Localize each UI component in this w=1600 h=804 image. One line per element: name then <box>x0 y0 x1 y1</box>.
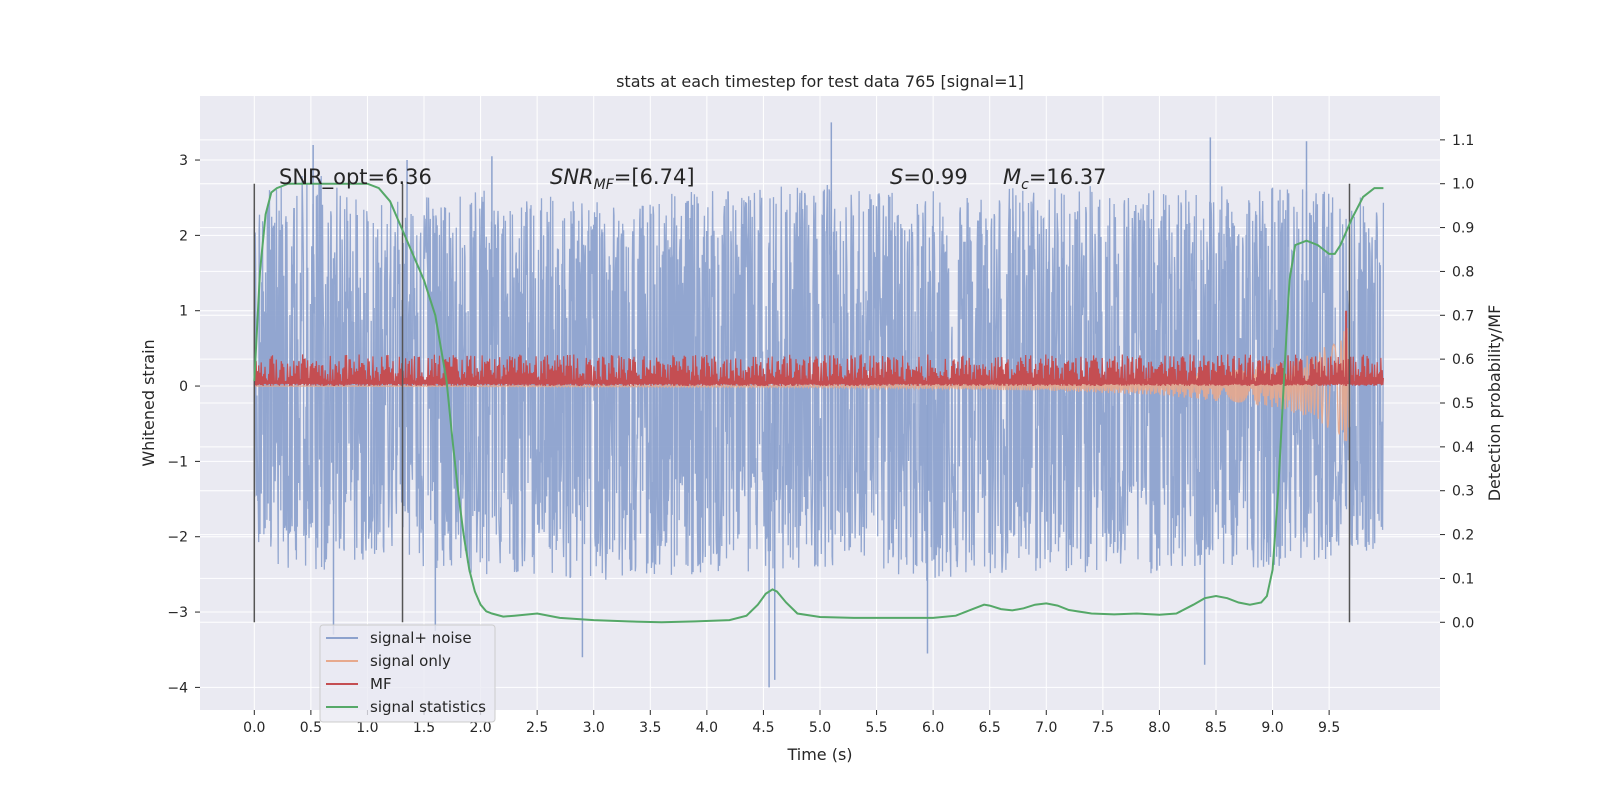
legend: signal+ noise signal only MF signal stat… <box>319 624 496 723</box>
x-tick-label: 5.0 <box>809 720 831 736</box>
legend-label-signal-noise: signal+ noise <box>370 629 472 647</box>
y-right-tick-label: 0.8 <box>1452 264 1474 280</box>
x-tick-label: 2.5 <box>526 720 548 736</box>
x-tick-label: 7.0 <box>1035 720 1057 736</box>
ticks-layer: 0.0 0.5 1.0 1.5 2.0 2.5 3.0 3.5 4.0 4.5 5.0 5.5 6.0 6… <box>167 133 1474 736</box>
annotation-snr-mf-main: SNR <box>550 165 594 189</box>
y-right-tick-label: 0.4 <box>1452 440 1474 456</box>
y-right-tick-label: 0.3 <box>1452 484 1474 500</box>
y-left-tick-label: 0 <box>179 379 188 395</box>
y-left-tick-label: −3 <box>167 605 188 621</box>
annotation-s-main: S <box>890 165 903 189</box>
x-tick-label: 8.0 <box>1148 720 1170 736</box>
legend-label-signal-statistics: signal statistics <box>370 698 486 716</box>
annotation-mc-sub: c <box>1021 177 1029 193</box>
x-tick-label: 3.5 <box>639 720 661 736</box>
y-right-tick-label: 1.1 <box>1452 133 1474 149</box>
y-left-tick-label: 3 <box>179 153 188 169</box>
annotation-snr-mf: SNRMF=[6.74] <box>550 165 695 193</box>
y-axis-label-right: Detection probability/MF <box>1485 305 1504 502</box>
annotation-snr-mf-sub: MF <box>594 177 615 193</box>
legend-label-mf: MF <box>370 675 392 693</box>
x-tick-label: 4.5 <box>752 720 774 736</box>
signal-noise-line <box>253 175 1385 581</box>
annotation-mc-main: M <box>1003 165 1021 189</box>
y-left-tick-label: −1 <box>167 454 188 470</box>
legend-box <box>319 624 496 723</box>
x-tick-label: 0.5 <box>300 720 322 736</box>
x-tick-label: 2.0 <box>469 720 491 736</box>
x-tick-label: 6.5 <box>979 720 1001 736</box>
y-right-tick-label: 0.5 <box>1452 396 1474 412</box>
x-tick-label: 7.5 <box>1092 720 1114 736</box>
x-tick-label: 0.0 <box>243 720 265 736</box>
annotation-mc: Mc=16.37 <box>1003 165 1107 193</box>
x-tick-label: 4.0 <box>696 720 718 736</box>
x-axis-label: Time (s) <box>786 745 852 764</box>
annotation-mc-value: =16.37 <box>1029 165 1107 189</box>
y-right-tick-label: 0.0 <box>1452 615 1474 631</box>
y-left-tick-label: 1 <box>179 304 188 320</box>
y-right-tick-label: 0.2 <box>1452 528 1474 544</box>
x-tick-label: 5.5 <box>865 720 887 736</box>
y-right-tick-label: 1.0 <box>1452 177 1474 193</box>
x-tick-label: 6.0 <box>922 720 944 736</box>
x-tick-label: 9.5 <box>1318 720 1340 736</box>
y-axis-label-left: Whitened strain <box>139 339 158 466</box>
annotation-snr-mf-value: =[6.74] <box>614 165 695 189</box>
mf-layer <box>253 310 1384 387</box>
y-left-tick-label: −2 <box>167 530 188 546</box>
chart-title: stats at each timestep for test data 765… <box>616 72 1024 91</box>
y-right-tick-label: 0.7 <box>1452 308 1474 324</box>
y-left-tick-label: −4 <box>167 680 188 696</box>
annotation-snr-opt: SNR_opt=6.36 <box>279 165 432 190</box>
annotation-s: S=0.99 <box>890 165 968 189</box>
mf-line <box>253 354 1384 387</box>
signal-noise-layer <box>253 122 1385 688</box>
y-right-tick-label: 0.9 <box>1452 221 1474 237</box>
signal-statistics-line <box>253 182 1384 624</box>
x-tick-label: 1.0 <box>356 720 378 736</box>
legend-label-signal-only: signal only <box>370 652 451 670</box>
y-right-tick-label: 0.6 <box>1452 352 1474 368</box>
x-tick-label: 9.0 <box>1261 720 1283 736</box>
x-tick-label: 1.5 <box>413 720 435 736</box>
vertical-lines-layer <box>253 183 1351 623</box>
x-tick-label: 3.0 <box>583 720 605 736</box>
signal-statistics-layer <box>253 182 1384 624</box>
y-right-tick-label: 0.1 <box>1452 571 1474 587</box>
annotation-s-value: =0.99 <box>903 165 967 189</box>
y-left-tick-label: 2 <box>179 228 188 244</box>
x-tick-label: 8.5 <box>1205 720 1227 736</box>
